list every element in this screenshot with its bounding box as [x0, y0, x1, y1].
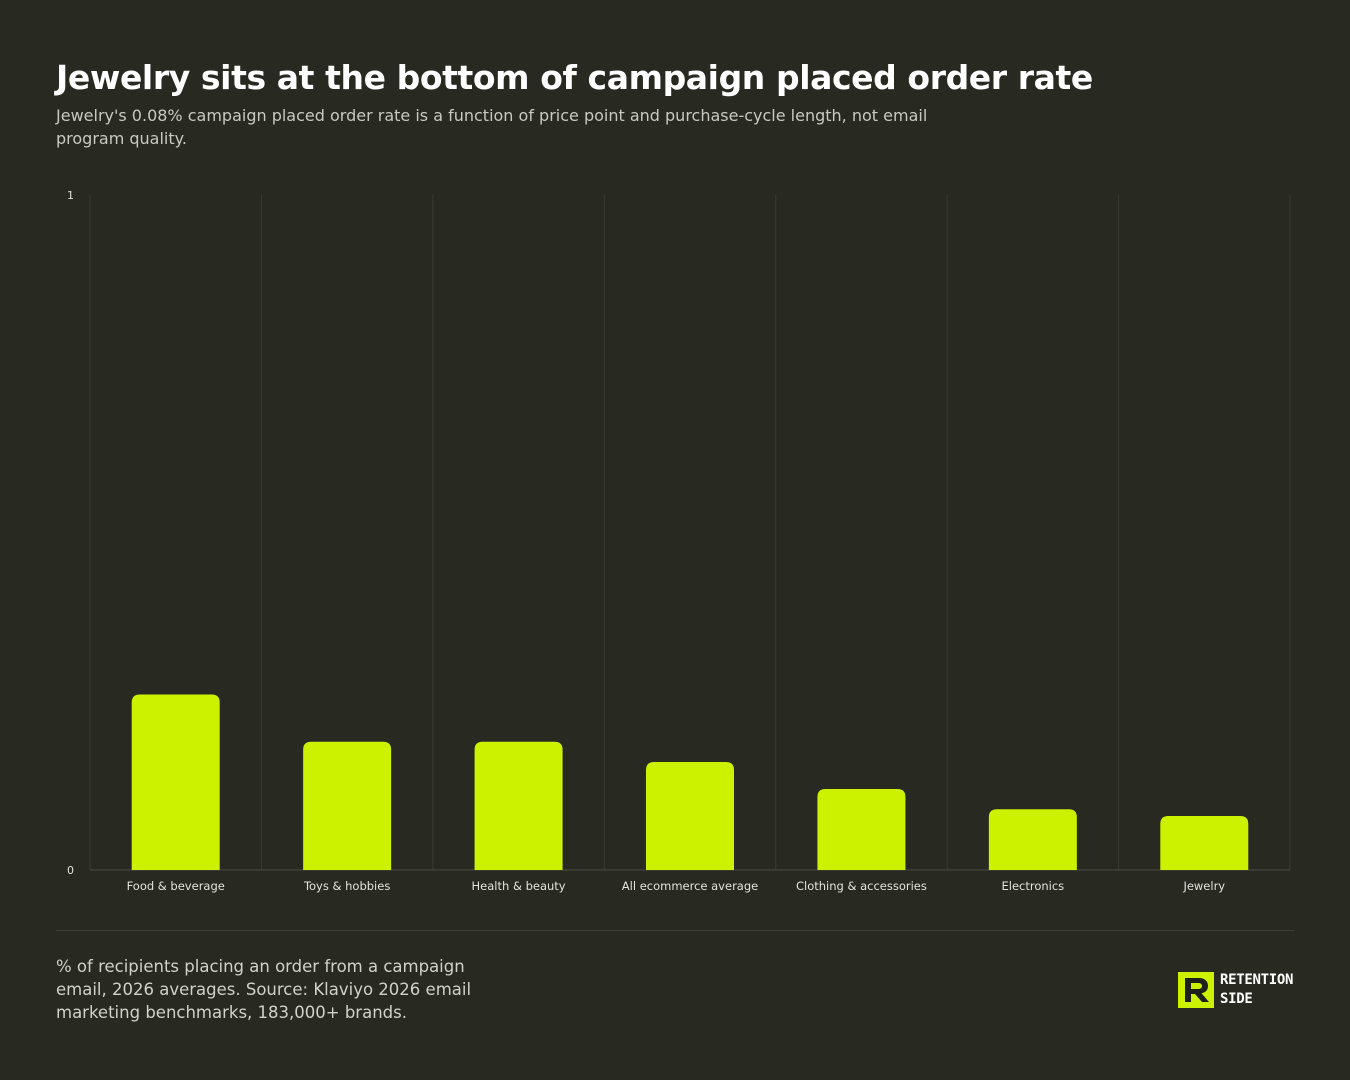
bar-1: [131, 694, 220, 870]
x-tick-label: Toys & hobbies: [303, 879, 390, 893]
y-tick-label: 0: [67, 864, 74, 877]
bar-7: [1160, 816, 1249, 870]
x-tick-label: Food & beverage: [127, 879, 225, 893]
x-tick-label: Clothing & accessories: [796, 879, 927, 893]
bar-4: [646, 762, 734, 870]
x-tick-label: Electronics: [1002, 879, 1065, 893]
x-tick-labels: Food & beverage Toys & hobbies Health & be…: [127, 879, 1226, 893]
x-tick-label: Health & beauty: [472, 879, 566, 893]
x-tick-label: Jewelry: [1182, 879, 1225, 893]
brand-wordmark: RETENTION SIDE: [1220, 971, 1293, 1009]
y-tick-labels: 01: [67, 189, 74, 877]
brand-logo: RETENTION SIDE: [1178, 970, 1293, 1010]
bars: [131, 694, 1249, 870]
bar-3: [474, 741, 563, 870]
bar-2: [303, 741, 392, 870]
retention-side-logo-icon: [1178, 972, 1214, 1008]
brand-line-2: SIDE: [1220, 991, 1253, 1007]
footer-divider: [56, 930, 1294, 931]
x-tick-label: All ecommerce average: [622, 879, 758, 893]
chart-subtitle: Jewelry's 0.08% campaign placed order ra…: [56, 106, 928, 148]
y-tick-label: 1: [67, 189, 74, 202]
brand-line-1: RETENTION: [1220, 972, 1294, 988]
bar-5: [817, 789, 906, 870]
chart-title: Jewelry sits at the bottom of campaign p…: [56, 58, 1093, 97]
bar-6: [988, 809, 1077, 870]
source-note: % of recipients placing an order from a …: [56, 957, 472, 1022]
